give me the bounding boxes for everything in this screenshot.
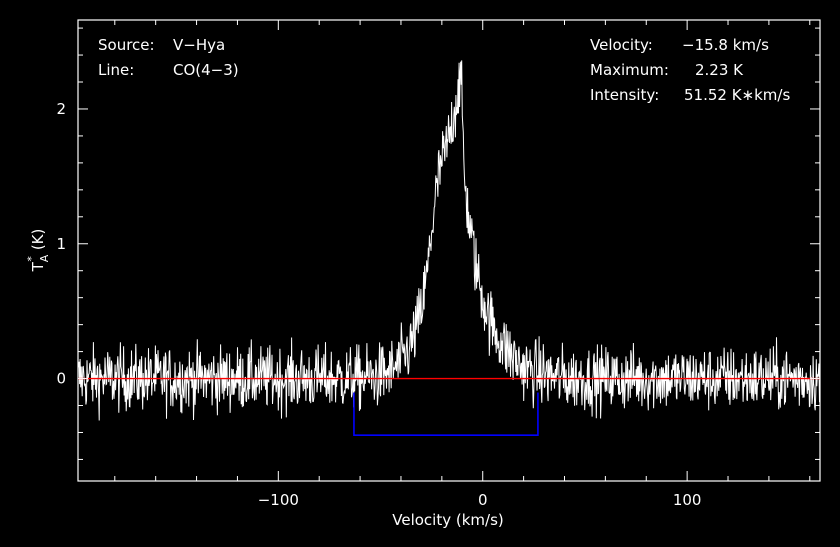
y-tick-label: 2 [56,100,66,118]
plot-frame [77,19,821,482]
source-value: V−Hya [173,36,225,54]
ticks-layer: −100 0 100 0 1 2 [56,20,820,509]
line-value: CO(4−3) [173,61,239,79]
x-axis-label: Velocity (km/s) [392,511,503,529]
y-axis-label: TA* (K) [25,229,51,273]
velocity-value: −15.8 km/s [682,36,769,54]
maximum-label: Maximum: [590,61,669,79]
integration-window [353,392,539,436]
intensity-value: 51.52 K∗km/s [684,86,790,104]
y-axis-label-sup: * [25,256,38,262]
x-tick-label: 100 [673,491,702,509]
maximum-value: 2.23 K [695,61,744,79]
source-label: Source: [98,36,155,54]
x-tick-label: −100 [258,491,299,509]
y-axis-label-sub: A [38,254,51,262]
x-tick-label: 0 [478,491,488,509]
svg-text:TA*(K): TA* (K) [25,229,51,273]
y-axis-label-main: T [29,261,47,272]
line-label: Line: [98,61,134,79]
y-axis-label-unit: (K) [29,229,47,251]
spectrum-series-line [77,60,821,421]
y-tick-label: 0 [56,370,66,388]
spectrum-layer [77,60,821,436]
intensity-label: Intensity: [590,86,659,104]
y-tick-label: 1 [56,235,66,253]
velocity-label: Velocity: [590,36,653,54]
